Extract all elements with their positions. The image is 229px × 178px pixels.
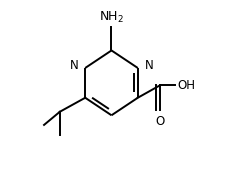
Text: O: O: [154, 115, 164, 128]
Text: NH$_2$: NH$_2$: [98, 10, 123, 25]
Text: N: N: [144, 59, 153, 72]
Text: N: N: [69, 59, 78, 72]
Text: OH: OH: [177, 79, 195, 92]
